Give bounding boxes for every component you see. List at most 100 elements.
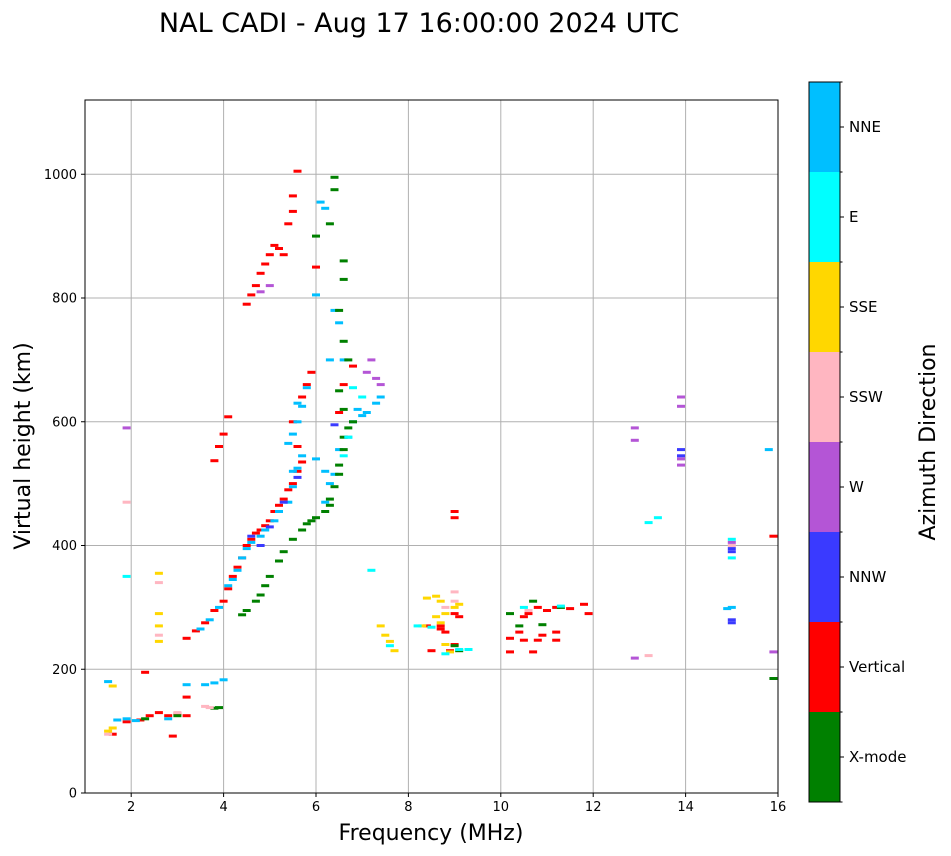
data-point [312, 293, 320, 297]
data-point [580, 602, 588, 606]
data-point [293, 466, 302, 470]
data-point [219, 678, 228, 682]
data-point [727, 605, 736, 609]
data-point [247, 537, 256, 541]
data-point [349, 420, 357, 424]
data-point [182, 683, 191, 687]
data-point [727, 540, 736, 544]
data-point [164, 714, 173, 718]
data-point [316, 200, 325, 204]
data-point [422, 624, 431, 628]
data-point [432, 594, 441, 598]
data-point [251, 284, 260, 288]
data-point [104, 680, 113, 684]
data-point [247, 293, 256, 297]
data-point [422, 596, 431, 600]
data-point [677, 448, 685, 452]
x-axis-label: Frequency (MHz) [339, 821, 524, 846]
data-point [312, 265, 320, 269]
data-point [298, 404, 307, 408]
data-point [339, 339, 348, 343]
data-point [723, 607, 732, 611]
data-point [302, 383, 311, 387]
x-tick-label: 4 [219, 800, 227, 815]
data-point [339, 435, 348, 439]
data-point [349, 364, 357, 368]
data-point [376, 395, 385, 399]
data-point [219, 432, 228, 436]
data-point [173, 714, 182, 718]
data-point [238, 613, 247, 617]
data-point [122, 720, 131, 724]
data-point [131, 719, 140, 723]
data-point [436, 624, 445, 628]
data-point [376, 383, 385, 387]
data-point [330, 485, 339, 489]
data-point [288, 432, 297, 436]
data-point [298, 454, 307, 458]
data-point [455, 648, 464, 651]
data-point [321, 206, 330, 210]
data-point [455, 615, 464, 619]
data-point [552, 605, 561, 609]
data-point [307, 370, 316, 374]
data-point [519, 638, 528, 642]
data-point [372, 376, 381, 380]
data-point [224, 584, 233, 588]
data-point [279, 253, 288, 257]
series-ssw [104, 500, 736, 736]
data-point [524, 612, 533, 616]
data-point [515, 624, 524, 628]
data-point [325, 503, 334, 507]
data-point [154, 639, 163, 643]
data-point [113, 718, 122, 722]
data-point [556, 604, 565, 608]
data-point [436, 599, 445, 603]
data-point [515, 630, 524, 634]
data-point [242, 547, 251, 551]
data-point [228, 578, 237, 581]
data-point [418, 624, 427, 628]
data-point [210, 681, 219, 685]
data-point [436, 627, 445, 631]
data-point [251, 531, 260, 535]
data-point [256, 544, 265, 547]
colorbar-label: W [849, 478, 864, 496]
data-point [275, 510, 283, 513]
data-point [288, 469, 297, 473]
data-point [543, 609, 551, 612]
x-tick-label: 10 [493, 800, 510, 815]
data-point [441, 605, 450, 609]
data-point [446, 650, 454, 654]
data-point [293, 469, 302, 473]
y-tick-label: 200 [52, 663, 77, 678]
y-tick-label: 1000 [44, 168, 77, 183]
data-point [196, 627, 205, 631]
data-point [104, 732, 113, 736]
x-tick-label: 8 [404, 800, 412, 815]
data-point [141, 717, 150, 721]
data-point [210, 706, 219, 710]
data-point [307, 519, 316, 523]
data-point [325, 358, 334, 362]
data-point [644, 654, 653, 658]
data-point [764, 448, 773, 452]
data-point [288, 537, 297, 541]
data-point [436, 621, 445, 625]
data-point [270, 519, 279, 523]
data-point [270, 510, 279, 513]
data-point [441, 652, 450, 656]
x-tick-label: 16 [770, 800, 787, 815]
data-point [385, 644, 394, 648]
data-point [344, 358, 353, 362]
data-point [242, 609, 251, 612]
data-point [145, 714, 154, 718]
data-point [275, 559, 283, 563]
data-point [727, 544, 736, 547]
data-point [344, 426, 353, 430]
data-point [519, 605, 528, 609]
data-point [769, 650, 778, 654]
data-point [247, 540, 256, 544]
axis-ticks: 2 4 6 8 10 12 14 16 0 200 400 600 800 1000 [44, 168, 786, 815]
data-point [256, 290, 265, 294]
